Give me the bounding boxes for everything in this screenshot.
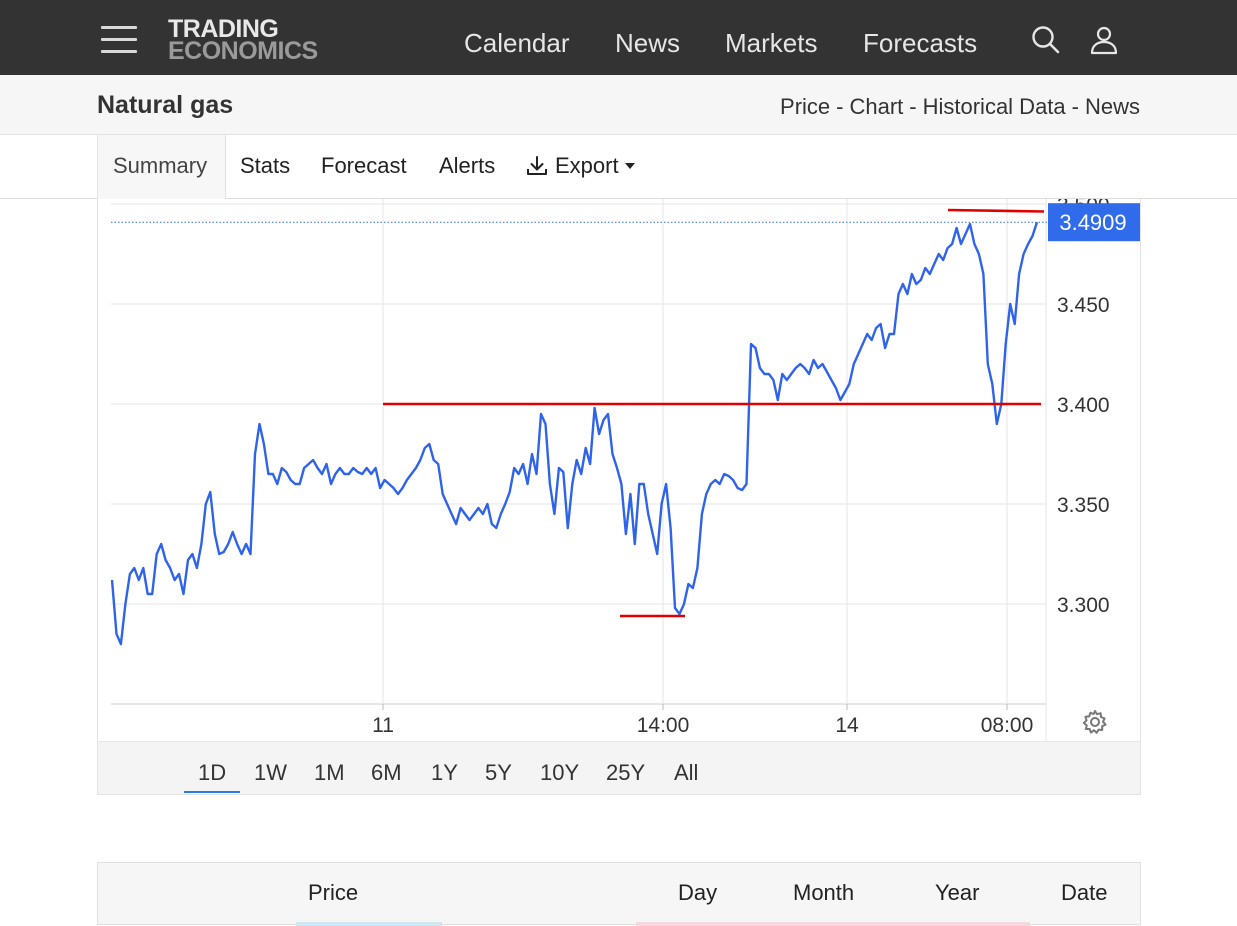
nav-markets[interactable]: Markets	[725, 28, 818, 58]
caret-down-icon	[624, 163, 635, 169]
tabs-row: Summary Stats Forecast Alerts Export	[0, 135, 1237, 199]
search-icon[interactable]	[1030, 24, 1062, 56]
subnav: Price - Chart - Historical Data - News	[780, 94, 1140, 120]
subnav-chart[interactable]: Chart	[849, 94, 904, 119]
page-title: Natural gas	[97, 91, 234, 119]
range-1w[interactable]: 1W	[254, 760, 287, 785]
price-series-line	[110, 221, 1039, 646]
nav-forecasts[interactable]: Forecasts	[863, 28, 978, 58]
x-tick-label: 08:00	[981, 714, 1034, 737]
range-1d[interactable]: 1D	[198, 760, 227, 785]
x-tick-label: 14	[835, 714, 859, 737]
current-price-badge	[1048, 203, 1140, 242]
tab-alerts[interactable]: Alerts	[439, 153, 496, 178]
subnav-separator: -	[909, 94, 917, 119]
download-icon	[527, 156, 547, 175]
gear-icon[interactable]	[1082, 709, 1108, 735]
subnav-separator: -	[1071, 94, 1079, 119]
chart-card: 3.5003.4503.4003.3503.3001114:001408:003…	[97, 199, 1141, 795]
range-10y[interactable]: 10Y	[540, 760, 580, 785]
col-day: Day	[678, 880, 718, 905]
col-date: Date	[1061, 880, 1108, 905]
subnav-historical-data[interactable]: Historical Data	[922, 94, 1066, 119]
price-bar-indicator	[296, 922, 442, 926]
current-price-label: 3.4909	[1059, 210, 1126, 235]
price-chart[interactable]: 3.5003.4503.4003.3503.3001114:001408:003…	[98, 199, 1141, 741]
y-tick-label: 3.400	[1057, 394, 1110, 417]
y-tick-label: 3.350	[1057, 494, 1110, 517]
col-month: Month	[793, 880, 855, 905]
range-1y[interactable]: 1Y	[431, 760, 458, 785]
tab-stats[interactable]: Stats	[240, 153, 291, 178]
change-bar-indicator	[636, 922, 1030, 926]
hamburger-menu-icon[interactable]	[101, 24, 137, 54]
subnav-news[interactable]: News	[1084, 94, 1140, 119]
tab-forecast[interactable]: Forecast	[321, 153, 407, 178]
range-1m[interactable]: 1M	[314, 760, 345, 785]
subnav-price[interactable]: Price	[780, 94, 831, 119]
top-navbar: TRADING ECONOMICS Calendar News Markets …	[0, 0, 1237, 75]
range-all[interactable]: All	[674, 760, 699, 785]
nav-calendar[interactable]: Calendar	[464, 28, 570, 58]
subnav-separator: -	[836, 94, 844, 119]
nav-news[interactable]: News	[615, 28, 681, 58]
y-tick-label: 3.300	[1057, 594, 1110, 617]
x-tick-label: 11	[372, 714, 394, 737]
range-selector: 1D 1W 1M 6M 1Y 5Y 10Y 25Y All	[98, 741, 1140, 794]
col-price: Price	[308, 880, 359, 905]
brand-logo[interactable]: TRADING ECONOMICS	[168, 15, 318, 65]
range-6m[interactable]: 6M	[371, 760, 402, 785]
active-range-indicator	[184, 791, 240, 793]
range-5y[interactable]: 5Y	[485, 760, 512, 785]
export-button[interactable]: Export	[525, 153, 637, 179]
user-icon[interactable]	[1088, 24, 1120, 56]
range-25y[interactable]: 25Y	[606, 760, 646, 785]
annotation-line	[947, 208, 1045, 213]
x-tick-label: 14:00	[637, 714, 690, 737]
title-bar: Natural gas Price - Chart - Historical Data -…	[0, 75, 1237, 135]
tab-summary[interactable]: Summary	[97, 135, 226, 199]
col-year: Year	[935, 880, 980, 905]
price-table-header: Price Day Month Year Date	[97, 862, 1141, 926]
y-tick-label: 3.450	[1057, 294, 1110, 317]
